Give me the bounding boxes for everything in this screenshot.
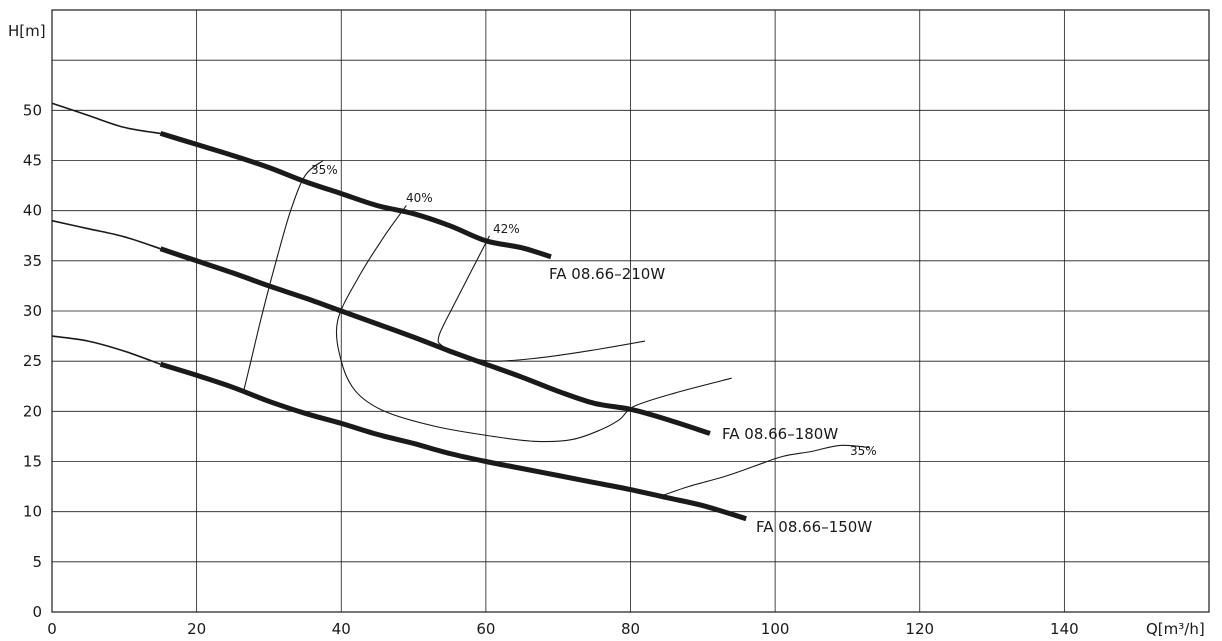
plot-frame bbox=[51, 9, 1210, 613]
x-tick-label: 60 bbox=[476, 620, 495, 638]
pump-curve bbox=[159, 361, 747, 522]
y-tick-label: 15 bbox=[23, 453, 42, 471]
labels: H[m] Q[m³/h] FA 08.66–210W FA 08.66–180W… bbox=[8, 22, 1205, 638]
series-label-180w: FA 08.66–180W bbox=[722, 425, 838, 443]
y-tick-label: 10 bbox=[23, 503, 42, 521]
x-tick-label: 140 bbox=[1050, 620, 1079, 638]
y-axis-label: H[m] bbox=[8, 22, 46, 40]
x-tick-label: 120 bbox=[905, 620, 934, 638]
pump-curves bbox=[51, 102, 747, 522]
x-tick-label: 0 bbox=[47, 620, 57, 638]
grid bbox=[52, 10, 1209, 612]
series-label-150w: FA 08.66–150W bbox=[756, 518, 872, 536]
y-tick-label: 25 bbox=[23, 352, 42, 370]
pump-curve-shutoff bbox=[51, 102, 161, 135]
y-tick-label: 30 bbox=[23, 302, 42, 320]
pump-curve-shutoff bbox=[51, 219, 161, 250]
efficiency-curve bbox=[243, 160, 324, 392]
efficiency-label-42: 42% bbox=[493, 222, 520, 236]
y-tick-label: 0 bbox=[32, 603, 42, 621]
x-tick-label: 20 bbox=[187, 620, 206, 638]
pump-curve bbox=[159, 246, 711, 436]
y-tick-label: 20 bbox=[23, 402, 42, 420]
efficiency-curve bbox=[335, 205, 732, 443]
y-tick-label: 50 bbox=[23, 101, 42, 119]
x-tick-label: 40 bbox=[332, 620, 351, 638]
pump-curve-shutoff bbox=[51, 335, 161, 365]
efficiency-label-35-bottom: 35% bbox=[850, 444, 877, 458]
x-axis-label: Q[m³/h] bbox=[1146, 620, 1205, 638]
y-tick-label: 5 bbox=[32, 553, 42, 571]
efficiency-label-35-top: 35% bbox=[311, 163, 338, 177]
efficiency-label-40: 40% bbox=[406, 191, 433, 205]
x-tick-label: 100 bbox=[761, 620, 790, 638]
tick-labels: 0 20 40 60 80 100 120 140 0 5 10 15 20 25 30 35 40 45 50 bbox=[23, 101, 1079, 638]
pump-curve bbox=[159, 131, 552, 260]
y-tick-label: 45 bbox=[23, 152, 42, 170]
plot-border bbox=[51, 9, 1210, 613]
efficiency-curve bbox=[659, 444, 870, 498]
y-tick-label: 40 bbox=[23, 202, 42, 220]
y-tick-label: 35 bbox=[23, 252, 42, 270]
series-label-210w: FA 08.66–210W bbox=[549, 265, 665, 283]
x-tick-label: 80 bbox=[621, 620, 640, 638]
